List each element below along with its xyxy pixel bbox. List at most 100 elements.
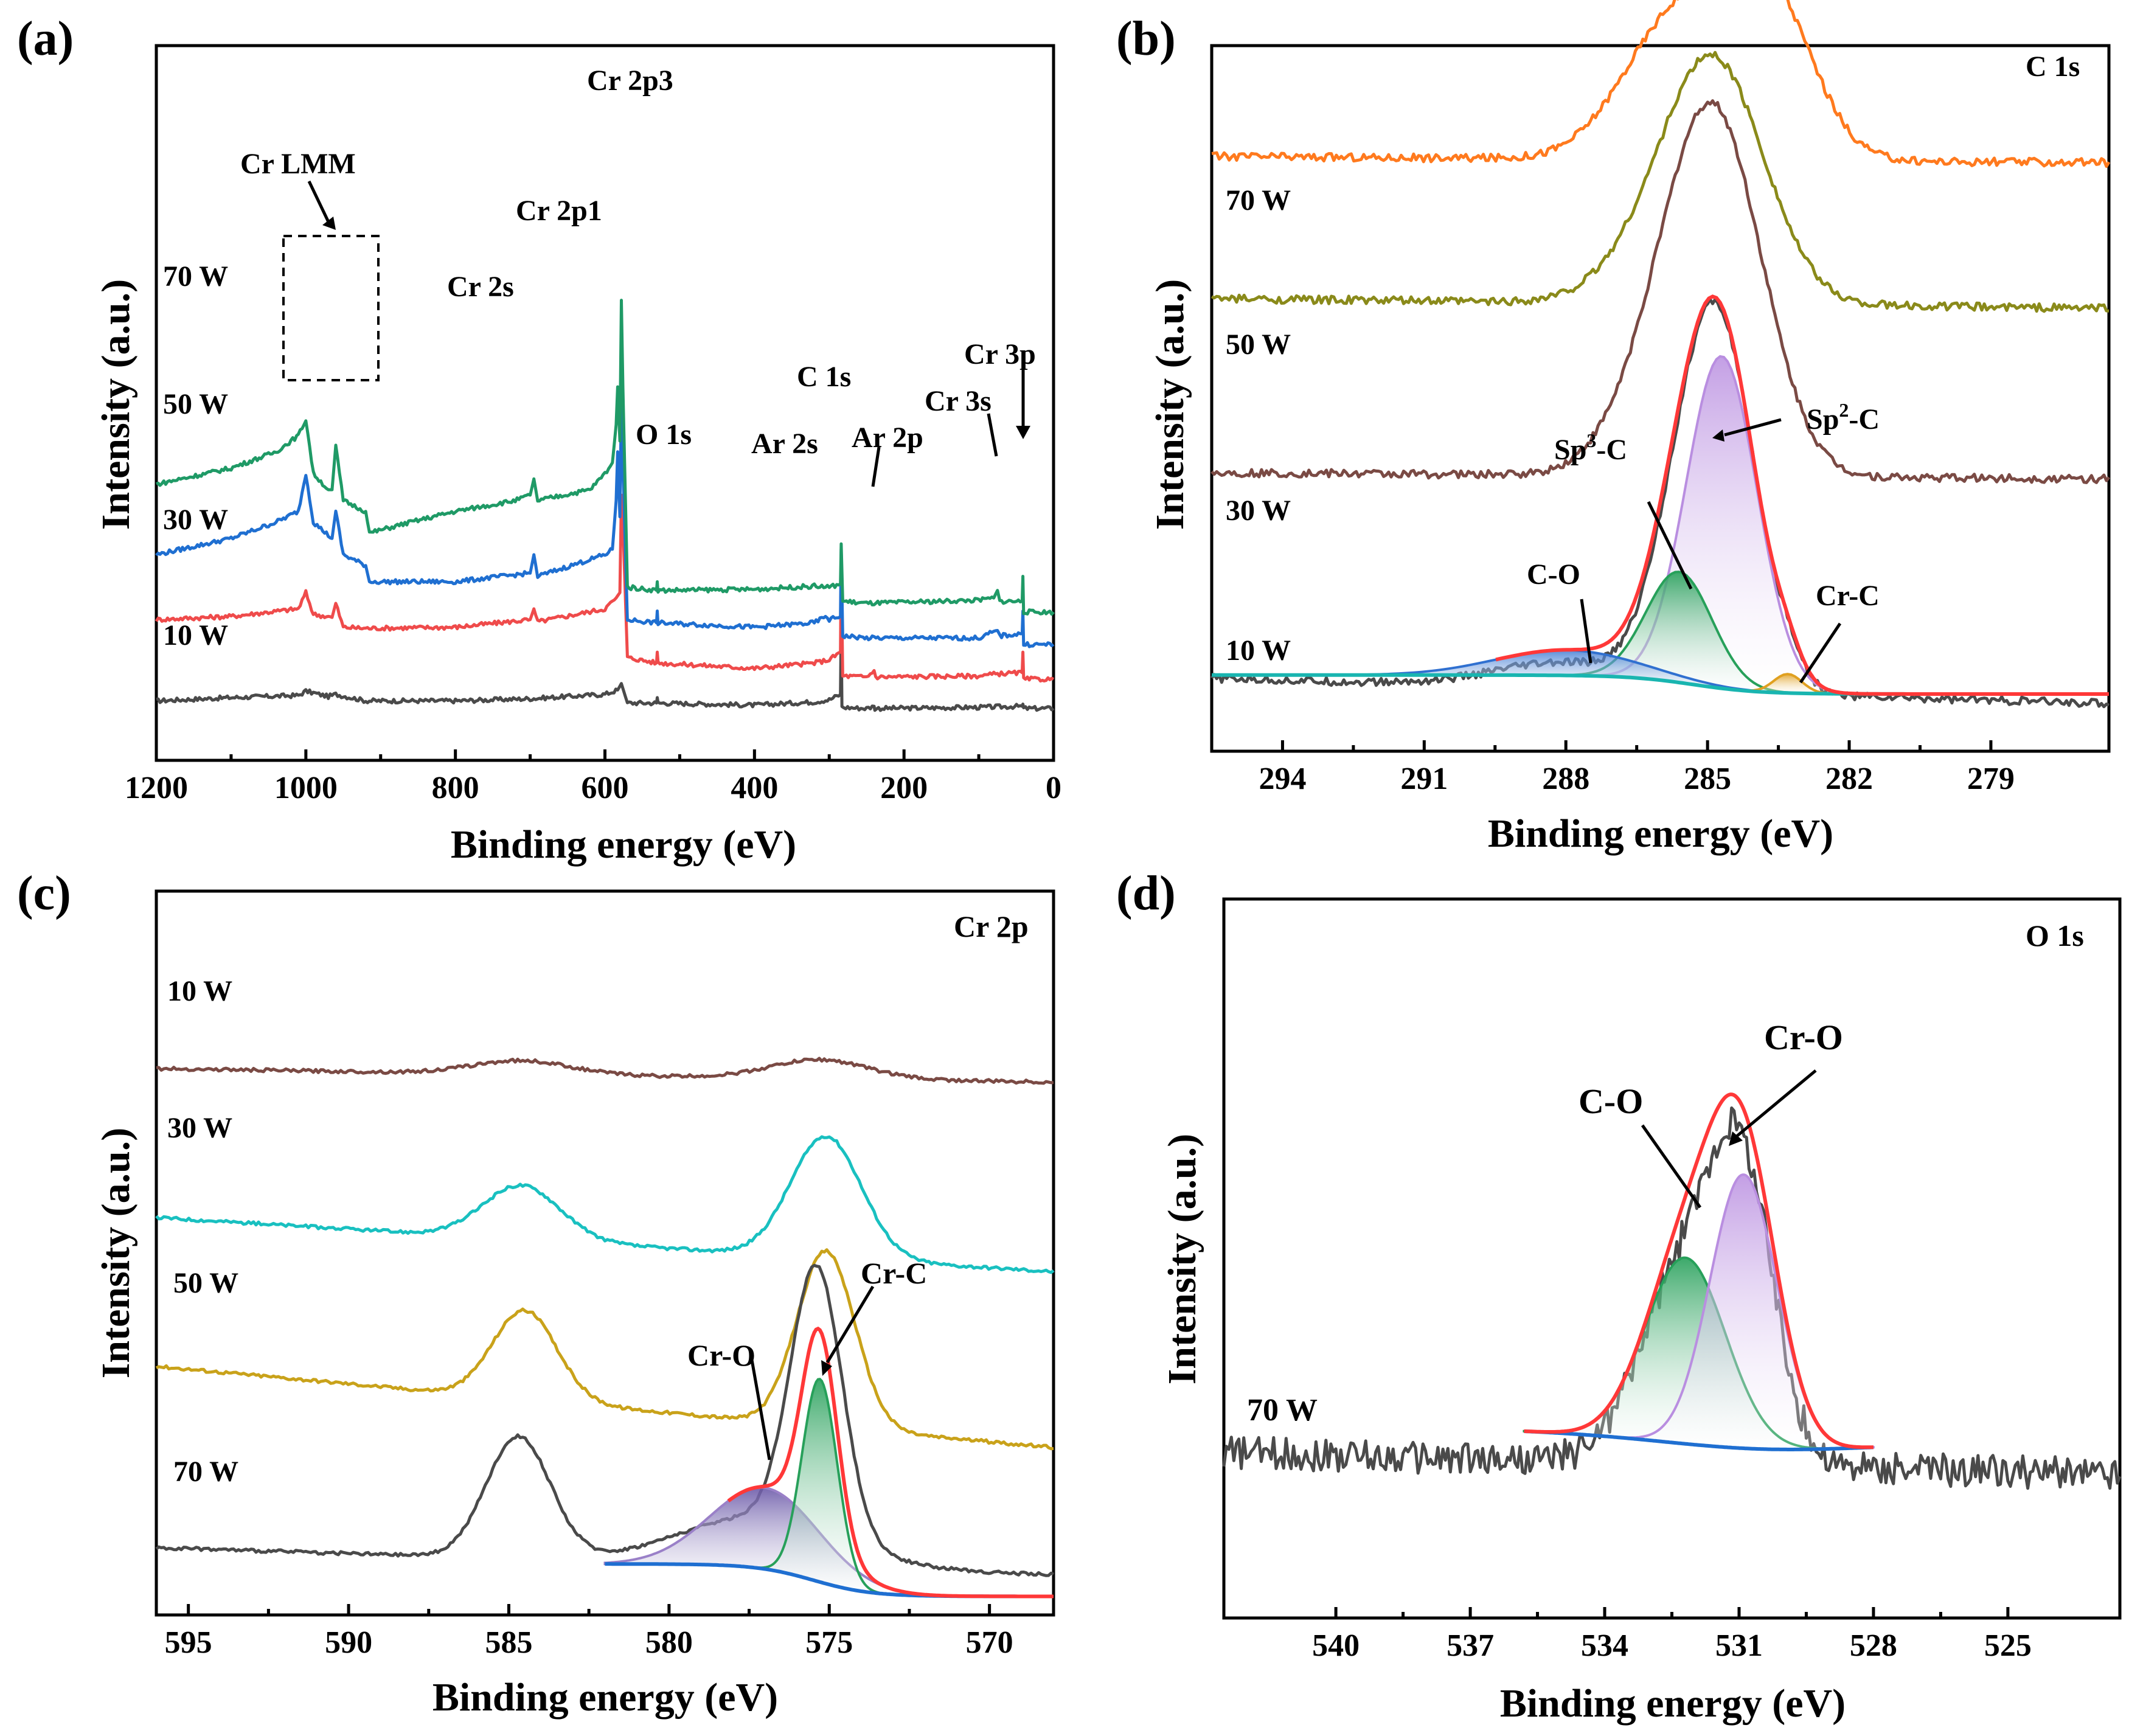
panel-b-frame (1210, 44, 2111, 753)
label-sp3-c-tail: -C (1596, 434, 1627, 466)
fit-envelope (1495, 294, 2109, 696)
panel-a-series-label-70w: 70 W (163, 260, 228, 293)
x-tick-label: 291 (1400, 762, 1448, 796)
panel-b-y-label: Intensity (a.u.) (1148, 279, 1192, 530)
x-tick-label: 590 (325, 1625, 372, 1660)
x-tick-label: 400 (731, 771, 778, 805)
sp2-c-arrow (1724, 418, 1782, 437)
c-cr-c-arrowhead (821, 1360, 832, 1376)
panel-c-x-label: Binding energy (eV) (432, 1675, 778, 1720)
panel-c-series-label-30w: 30 W (167, 1112, 232, 1144)
label-sp3-c-main: Sp (1554, 434, 1586, 466)
x-tick-label: 534 (1581, 1628, 1628, 1663)
panel-b-series-label-10w: 10 W (1226, 634, 1291, 667)
panel-b-letter: (b) (1116, 12, 1176, 66)
x-tick-label: 285 (1684, 762, 1731, 796)
label-ar-2p: Ar 2p (852, 422, 923, 454)
x-tick-label: 1200 (125, 771, 188, 805)
panel-b-traces (1210, 0, 2111, 709)
x-tick-label: 595 (165, 1625, 212, 1660)
panel-b-x-ticks: 294 291 288 285 282 279 (1259, 740, 2015, 796)
panel-c-series-label-50w: 50 W (173, 1267, 238, 1299)
label-b-c-o: C-O (1527, 558, 1580, 591)
panel-d-frame (1222, 897, 2122, 1620)
panel-d-title: O 1s (2026, 918, 2084, 953)
d-cr-o-arrow (1735, 1069, 1817, 1137)
label-c-cr-c: Cr-C (861, 1256, 927, 1290)
ar-2p-arrow (871, 446, 881, 487)
spectrum-trace-50w (155, 1248, 1054, 1451)
panel-d-x-ticks: 540 537 534 531 528 525 (1312, 1607, 2032, 1663)
panel-a-x-ticks: 1200 1000 800 600 400 200 0 (125, 749, 1061, 805)
panel-c-letter: (c) (17, 867, 71, 920)
x-tick-label: 570 (966, 1625, 1013, 1660)
x-tick-label: 279 (1967, 762, 2015, 796)
spectrum-trace-70w (1211, 0, 2111, 168)
label-cr-2p3: Cr 2p3 (587, 64, 673, 97)
x-tick-label: 537 (1447, 1628, 1494, 1663)
panel-d: (d) 540 537 534 531 528 525 C-O Cr-O O 1s 70 … (1116, 867, 2122, 1726)
panel-c-series-label-70w: 70 W (173, 1456, 238, 1488)
x-tick-label: 585 (485, 1625, 532, 1660)
spectrum-trace-70w (155, 1263, 1054, 1577)
label-c-cr-o: Cr-O (687, 1338, 755, 1372)
label-cr-2s: Cr 2s (447, 271, 514, 303)
panel-b-series-label-70w: 70 W (1226, 184, 1291, 217)
label-c-1s: C 1s (797, 361, 851, 393)
panel-a-series-label-10w: 10 W (163, 619, 228, 651)
panel-d-y-label: Intensity (a.u.) (1160, 1134, 1204, 1385)
x-tick-label: 600 (582, 771, 629, 805)
label-cr-2p1: Cr 2p1 (516, 195, 602, 227)
x-tick-label: 200 (880, 771, 928, 805)
label-sp3-c: Sp3-C (1554, 429, 1627, 466)
panel-a-series-label-50w: 50 W (163, 388, 228, 420)
x-tick-label: 540 (1312, 1628, 1360, 1663)
label-d-c-o: C-O (1579, 1082, 1643, 1121)
panel-a-letter: (a) (17, 12, 74, 66)
x-tick-label: 282 (1825, 762, 1873, 796)
panel-d-series-label-70w: 70 W (1247, 1393, 1318, 1428)
c-cr-c-arrow (825, 1285, 875, 1364)
cr-lmm-arrow (307, 180, 330, 223)
label-sp2-c-sup: 2 (1839, 399, 1849, 421)
label-cr-3p: Cr 3p (964, 338, 1036, 370)
d-c-o-arrow (1641, 1124, 1702, 1209)
label-d-cr-o: Cr-O (1764, 1018, 1843, 1057)
x-tick-label: 294 (1259, 762, 1306, 796)
panel-a-y-label: Intensity (a.u.) (94, 279, 138, 530)
panel-c-frame (155, 889, 1055, 1617)
fit-envelope (1524, 1092, 1874, 1450)
cr-3p-arrowhead (1016, 426, 1030, 439)
label-sp2-c-main: Sp (1807, 403, 1839, 436)
panel-a: (a) 1200 1000 800 600 400 200 0 Cr LMM Cr 2p3 … (17, 12, 1061, 867)
label-o-1s: O 1s (636, 418, 692, 451)
label-b-cr-c: Cr-C (1816, 580, 1880, 612)
panel-b-series-label-30w: 30 W (1226, 495, 1291, 527)
label-ar-2s: Ar 2s (751, 428, 818, 460)
x-tick-label: 525 (1984, 1628, 2032, 1663)
panel-c: (c) 595 590 585 580 575 570 Cr-O Cr-C Cr 2p 1… (17, 867, 1055, 1720)
x-tick-label: 580 (645, 1625, 693, 1660)
label-sp2-c: Sp2-C (1807, 399, 1880, 436)
x-tick-label: 800 (432, 771, 479, 805)
cr-lmm-box (282, 235, 380, 381)
cr-c-arrow (1799, 622, 1842, 684)
spectrum-trace-10w (1210, 297, 2110, 709)
spectrum-trace-10w (156, 1057, 1054, 1085)
survey-trace-50w (155, 396, 1055, 648)
panel-a-traces (155, 299, 1055, 712)
x-tick-label: 575 (805, 1625, 853, 1660)
x-tick-label: 288 (1542, 762, 1589, 796)
background-line (1524, 1429, 1874, 1451)
x-tick-label: 531 (1715, 1628, 1763, 1663)
label-cr-lmm: Cr LMM (240, 148, 356, 180)
x-tick-label: 1000 (274, 771, 338, 805)
panel-d-x-label: Binding energy (eV) (1500, 1681, 1846, 1726)
sp2-c-arrowhead (1712, 429, 1724, 442)
spectrum-trace-30w (1210, 99, 2111, 484)
panel-d-letter: (d) (1116, 867, 1176, 920)
c-o-arrow (1580, 599, 1592, 664)
panel-c-series-label-10w: 10 W (167, 975, 232, 1007)
d-cr-o-arrowhead (1729, 1131, 1743, 1146)
